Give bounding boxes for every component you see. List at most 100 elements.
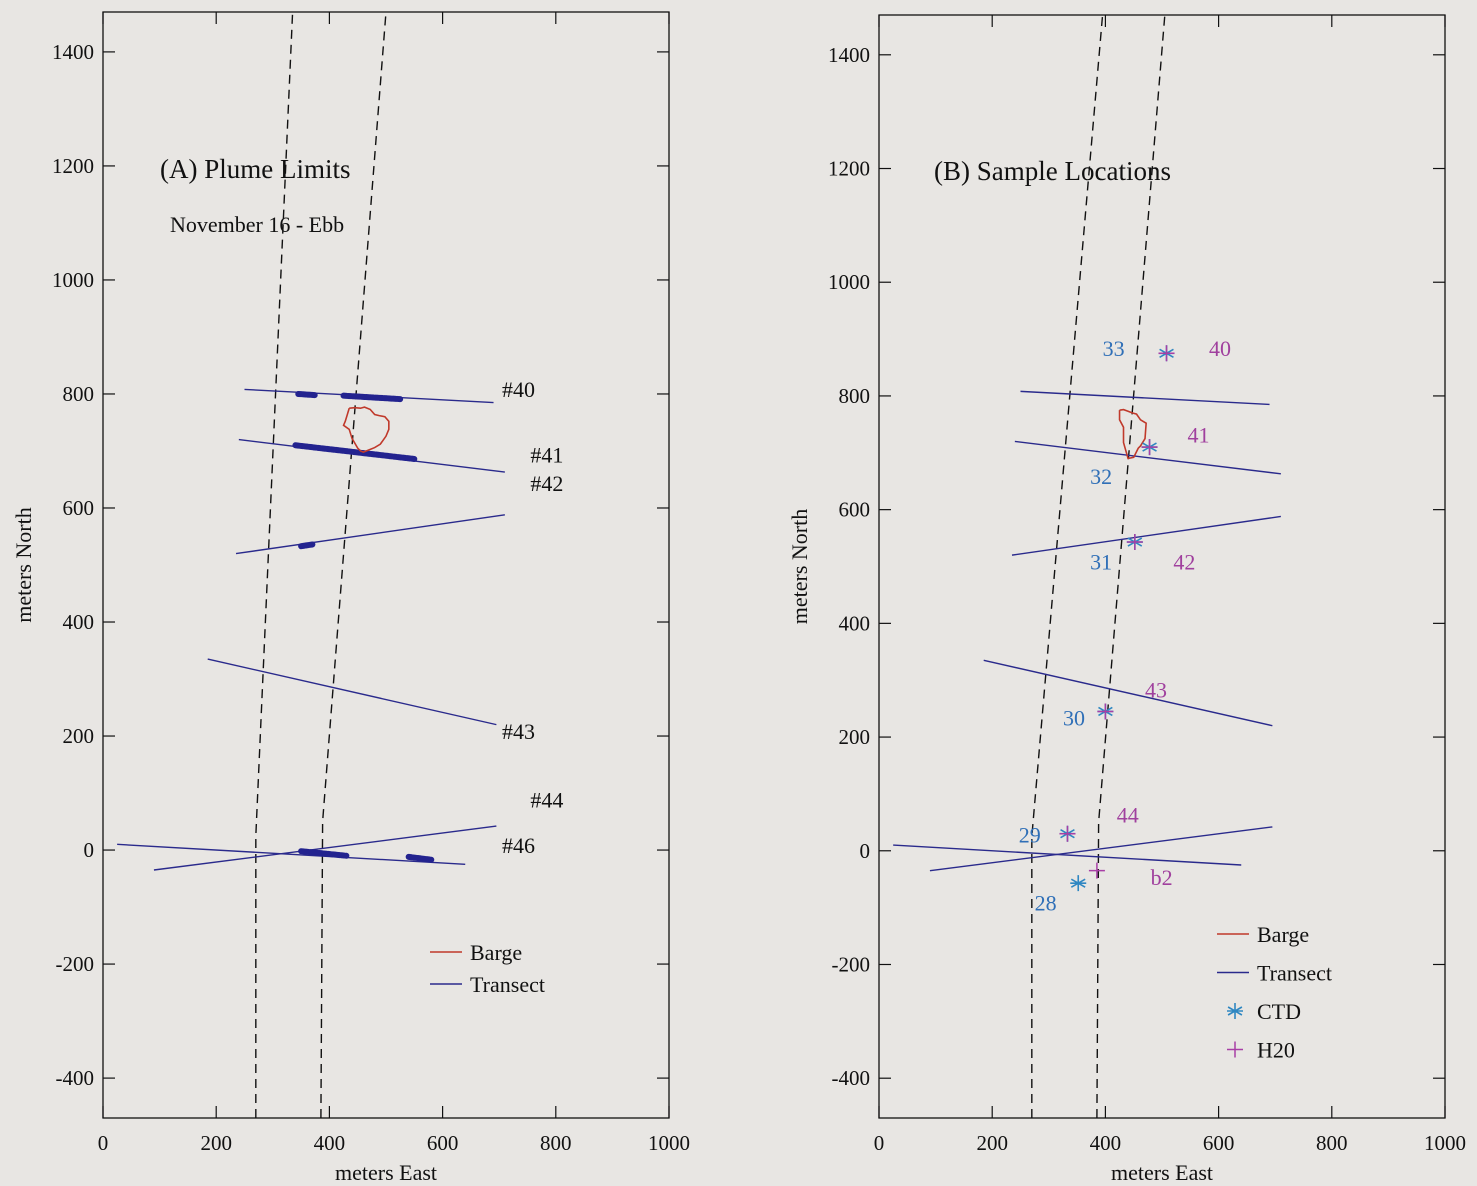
y-tick-label: -400 [832,1066,871,1090]
y-tick-label: -400 [56,1066,95,1090]
x-tick-label: 0 [874,1131,885,1155]
y-tick-label: 800 [63,382,95,406]
legend-label: Transect [470,972,545,997]
panel-a-plume-limits: 0 200 400 600 800 1000 -400 -200 0 200 400 600 800 10… [11,11,690,1185]
transect-line [893,844,1242,866]
transect-line [1014,440,1281,475]
plot-frame [102,11,670,1119]
y-axis-label: meters North [787,509,812,624]
h2o-marker [1097,703,1114,720]
legend-label: Transect [1257,961,1332,986]
transect-line [1020,390,1270,406]
y-tick-label: 400 [63,610,95,634]
x-axis-label: meters East [1111,1160,1213,1185]
h2o-sample-label: 43 [1145,677,1167,702]
h2o-sample-label: 41 [1187,423,1209,448]
y-tick-label: 1000 [52,268,94,292]
plot-frame [878,14,1446,1119]
x-tick-label: 200 [976,1131,1008,1155]
y-tick-label: -200 [56,952,95,976]
y-tick-label: 1200 [52,154,94,178]
y-tick-label: 0 [84,838,95,862]
y-tick-label: 1000 [828,270,870,294]
transect-label: #43 [502,719,535,744]
transect-line [929,826,1273,872]
transect-label: #42 [530,471,563,496]
plume-detection-segment [295,390,319,399]
barge-outline [342,406,390,453]
x-tick-label: 200 [200,1131,232,1155]
h2o-marker [1158,345,1175,362]
y-tick-label: 600 [63,496,95,520]
transect-line [153,825,497,871]
x-tick-label: 600 [1203,1131,1235,1155]
h2o-sample-label: b2 [1151,865,1173,890]
channel-boundary-line [255,12,294,1118]
h2o-marker [1141,439,1158,456]
x-axis-label: meters East [335,1160,437,1185]
x-tick-label: 0 [98,1131,109,1155]
plume-detection-segment [340,392,404,403]
legend-label: Barge [470,940,522,965]
transect-label: #40 [502,377,535,402]
plume-detection-segment [405,853,435,863]
barge-outline [1118,408,1147,460]
channel-boundary-line [320,12,387,1118]
legend-ctd-swatch [1227,1003,1243,1019]
y-tick-label: 1400 [828,43,870,67]
y-tick-label: -200 [832,952,871,976]
ctd-sample-label: 33 [1103,336,1125,361]
legend-label: H20 [1257,1038,1295,1063]
panel-b-sample-locations: 0 200 400 600 800 1000 -400 -200 0 200 400 600 800 10… [787,14,1466,1185]
y-tick-label: 0 [860,839,871,863]
ctd-sample-label: 30 [1063,706,1085,731]
x-tick-label: 400 [314,1131,346,1155]
y-axis-label: meters North [11,507,36,622]
panel-subtitle: November 16 - Ebb [170,212,344,237]
y-tick-label: 200 [63,724,95,748]
x-tick-label: 1000 [1424,1131,1466,1155]
channel-boundary-line [1031,15,1104,1118]
x-tick-label: 800 [1316,1131,1348,1155]
panel-title: (B) Sample Locations [934,156,1171,186]
channel-boundary-line [1096,15,1166,1118]
legend-label: CTD [1257,999,1301,1024]
ctd-sample-label: 29 [1019,822,1041,847]
y-tick-label: 200 [839,725,871,749]
ctd-sample-label: 32 [1090,464,1112,489]
transect-label: #41 [530,442,563,467]
transect-line [117,843,466,866]
h2o-marker [1059,825,1076,842]
h2o-sample-label: 42 [1173,549,1195,574]
transect-line [207,658,497,726]
h2o-sample-label: 40 [1209,336,1231,361]
panel-title: (A) Plume Limits [160,154,351,184]
plot-area [893,15,1281,1118]
x-tick-label: 400 [1090,1131,1122,1155]
ctd-sample-label: 28 [1035,890,1057,915]
h2o-marker [1088,862,1105,879]
legend-h2o-swatch [1227,1041,1243,1058]
ctd-sample-label: 31 [1090,549,1112,574]
transect-label: #44 [530,787,563,812]
ctd-marker [1070,875,1087,892]
plot-area [117,12,505,1118]
plume-detection-segment [298,848,350,859]
h2o-sample-label: 44 [1117,802,1139,827]
transect-line [1011,515,1281,556]
plume-detection-segment [292,442,418,462]
y-tick-label: 800 [839,384,871,408]
y-tick-label: 1400 [52,40,94,64]
x-tick-label: 1000 [648,1131,690,1155]
y-tick-label: 400 [839,611,871,635]
legend-label: Barge [1257,922,1309,947]
transect-label: #46 [502,833,535,858]
plume-detection-segment [298,541,316,550]
y-tick-label: 600 [839,498,871,522]
transect-line [235,514,505,555]
y-tick-label: 1200 [828,157,870,181]
x-tick-label: 600 [427,1131,459,1155]
transect-line [983,659,1273,727]
x-tick-label: 800 [540,1131,572,1155]
